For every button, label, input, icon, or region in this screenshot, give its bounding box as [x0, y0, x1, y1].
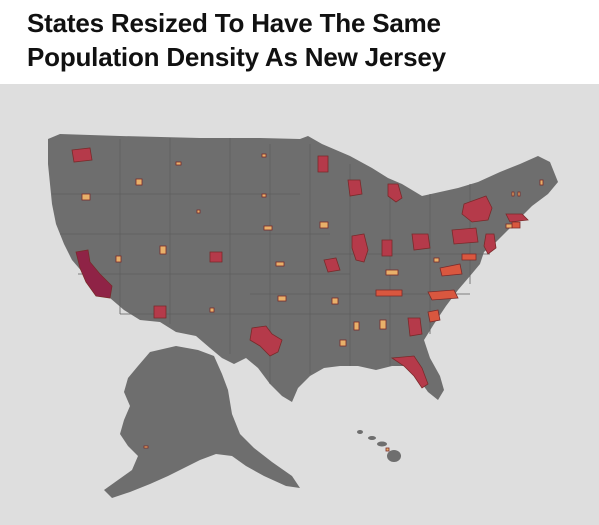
resized-state-idaho: [135, 178, 143, 186]
resized-state-new-york: [461, 195, 493, 223]
resized-state-minnesota: [317, 155, 329, 173]
resized-state-tennessee: [375, 289, 403, 297]
resized-state-north-carolina: [427, 289, 459, 301]
contiguous-us-landmass: [48, 134, 558, 402]
resized-state-arkansas: [331, 297, 339, 305]
hawaii-island-maui: [377, 441, 387, 447]
header: States Resized To Have The Same Populati…: [0, 0, 599, 84]
resized-state-montana: [175, 161, 182, 166]
resized-state-oklahoma: [277, 295, 287, 302]
hawaii-island-big-island: [387, 450, 401, 462]
resized-state-mississippi: [353, 321, 360, 331]
resized-state-vermont: [511, 191, 515, 197]
map-panel: [0, 84, 599, 525]
resized-state-missouri: [323, 257, 341, 273]
resized-state-massachusetts: [505, 213, 529, 223]
resized-state-utah: [159, 245, 167, 255]
resized-state-texas: [249, 325, 283, 357]
hawaii-island-oahu: [368, 436, 376, 440]
resized-state-new-hampshire: [517, 191, 521, 197]
title-line-1: States Resized To Have The Same: [27, 8, 441, 38]
resized-state-maryland: [461, 253, 477, 261]
resized-state-iowa: [319, 221, 329, 229]
resized-state-alabama: [379, 319, 387, 330]
page-title: States Resized To Have The Same Populati…: [27, 6, 587, 74]
resized-state-south-dakota: [261, 193, 267, 198]
resized-state-illinois: [351, 233, 369, 263]
resized-state-washington: [71, 147, 93, 163]
resized-state-michigan: [387, 183, 403, 203]
resized-state-ohio: [411, 233, 431, 251]
resized-state-nebraska: [263, 225, 273, 231]
resized-state-wisconsin: [347, 179, 363, 197]
hawaii-islands: [357, 430, 401, 462]
resized-state-connecticut: [511, 221, 521, 229]
resized-state-new-jersey: [483, 233, 497, 255]
resized-state-louisiana: [339, 339, 347, 347]
hawaii-island-kauai: [357, 430, 363, 434]
resized-state-kansas: [275, 261, 285, 267]
resized-state-west-virginia: [433, 257, 440, 263]
resized-state-rhode-island: [505, 223, 513, 229]
resized-state-maine: [539, 179, 544, 186]
resized-state-oregon: [81, 193, 91, 201]
resized-state-virginia: [439, 263, 463, 277]
resized-state-pennsylvania: [451, 227, 479, 245]
resized-state-wyoming: [196, 209, 201, 214]
resized-state-new-mexico: [209, 307, 215, 313]
alaska-landmass: [104, 346, 300, 498]
title-line-2: Population Density As New Jersey: [27, 42, 446, 72]
resized-states: [71, 147, 544, 452]
resized-state-south-carolina: [427, 309, 441, 323]
resized-state-california: [75, 249, 113, 299]
us-map: [48, 134, 558, 498]
resized-state-florida: [390, 355, 429, 389]
resized-state-colorado: [209, 251, 223, 263]
resized-state-arizona: [153, 305, 167, 319]
resized-state-georgia: [407, 317, 423, 337]
resized-state-indiana: [381, 239, 393, 257]
resized-state-alaska: [143, 445, 149, 449]
resized-state-nevada: [115, 255, 122, 263]
resized-state-hawaii: [385, 447, 390, 452]
resized-state-kentucky: [385, 269, 399, 276]
resized-state-north-dakota: [261, 153, 267, 158]
